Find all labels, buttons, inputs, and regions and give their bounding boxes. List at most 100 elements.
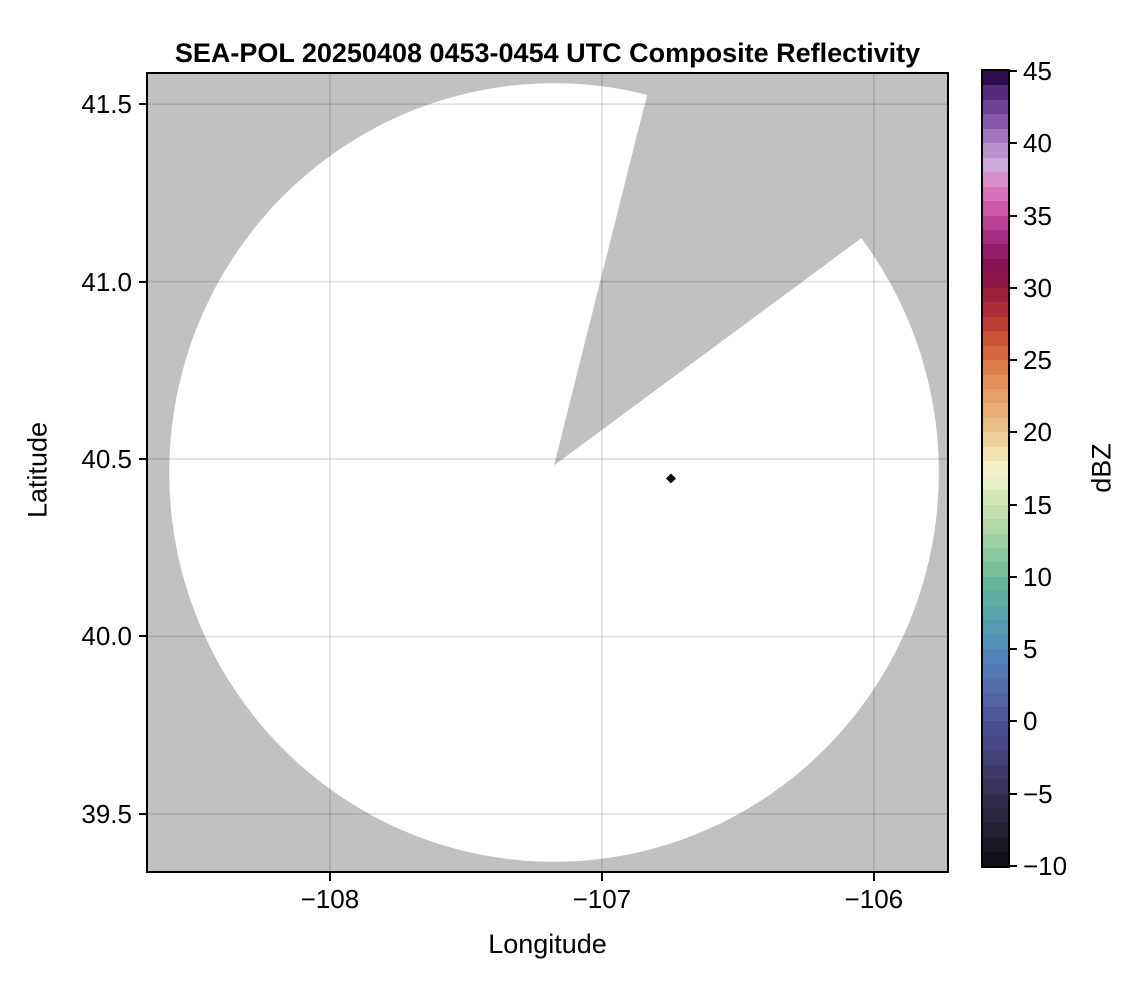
- colorbar-band: [983, 663, 1008, 679]
- colorbar-band: [983, 99, 1008, 115]
- colorbar-tick-label: 10: [1023, 561, 1052, 592]
- colorbar: [983, 71, 1008, 867]
- colorbar-tick-mark: [1009, 503, 1017, 506]
- colorbar-band: [983, 678, 1008, 694]
- colorbar-band: [983, 331, 1008, 347]
- y-tick-mark: [139, 280, 148, 283]
- colorbar-tick-mark: [1009, 792, 1017, 795]
- colorbar-band: [983, 779, 1008, 795]
- y-tick-mark: [139, 635, 148, 638]
- colorbar-band: [983, 519, 1008, 535]
- colorbar-band: [983, 576, 1008, 592]
- colorbar-tick-mark: [1009, 286, 1017, 289]
- colorbar-label: dBZ: [1086, 443, 1117, 493]
- colorbar-tick-label: 40: [1023, 128, 1052, 159]
- x-tick-label: −108: [300, 884, 360, 914]
- colorbar-band: [983, 389, 1008, 404]
- colorbar-band: [983, 345, 1008, 361]
- colorbar-band: [983, 287, 1008, 303]
- colorbar-band: [983, 750, 1008, 766]
- colorbar-band: [983, 143, 1008, 159]
- colorbar-band: [983, 707, 1008, 722]
- colorbar-band: [983, 721, 1008, 737]
- colorbar-band: [983, 649, 1008, 665]
- colorbar-tick-label: 20: [1023, 417, 1052, 448]
- colorbar-band: [983, 316, 1008, 332]
- y-tick-label: 41.5: [81, 89, 132, 120]
- colorbar-tick-label: −5: [1023, 778, 1053, 809]
- colorbar-band: [983, 446, 1008, 462]
- colorbar-band: [983, 71, 1008, 86]
- colorbar-band: [983, 591, 1008, 607]
- colorbar-tick-label: 30: [1023, 272, 1052, 303]
- radar-plot-canvas: [148, 74, 947, 871]
- y-tick-label: 40.5: [81, 444, 132, 474]
- gridlines: [148, 74, 947, 871]
- colorbar-band: [983, 230, 1008, 245]
- colorbar-band: [983, 808, 1008, 824]
- colorbar-tick-label: 15: [1023, 489, 1052, 520]
- colorbar-band: [983, 504, 1008, 520]
- colorbar-tick-mark: [1009, 648, 1017, 651]
- colorbar-band: [983, 793, 1008, 809]
- colorbar-tick-label: 0: [1023, 706, 1038, 737]
- colorbar-tick-mark: [1009, 865, 1017, 867]
- y-tick-mark: [139, 812, 148, 815]
- colorbar-tick-label: 35: [1023, 200, 1052, 231]
- colorbar-band: [983, 114, 1008, 130]
- colorbar-band: [983, 417, 1008, 433]
- colorbar-band: [983, 360, 1008, 376]
- x-tick-label: −107: [572, 884, 632, 914]
- colorbar-band: [983, 562, 1008, 578]
- plot-area: [148, 74, 947, 871]
- y-axis-label: Latitude: [22, 421, 53, 519]
- colorbar-band: [983, 128, 1008, 144]
- colorbar-tick-mark: [1009, 142, 1017, 145]
- colorbar-band: [983, 374, 1008, 390]
- colorbar-band: [983, 548, 1008, 563]
- colorbar-band: [983, 692, 1008, 708]
- x-tick-mark: [600, 873, 603, 881]
- y-tick-label: 40.0: [81, 621, 132, 652]
- colorbar-band: [983, 822, 1008, 838]
- colorbar-tick-mark: [1009, 720, 1017, 723]
- plot-title: SEA-POL 20250408 0453-0454 UTC Composite…: [174, 38, 921, 68]
- colorbar-band: [983, 186, 1008, 202]
- y-tick-label: 39.5: [81, 798, 132, 829]
- colorbar-band: [983, 172, 1008, 188]
- x-tick-mark: [872, 873, 875, 881]
- colorbar-band: [983, 461, 1008, 477]
- colorbar-tick-label: −10: [1023, 851, 1068, 881]
- y-tick-mark: [139, 458, 148, 460]
- x-tick-mark: [328, 873, 331, 881]
- colorbar-band: [983, 475, 1008, 491]
- colorbar-tick-label: 5: [1023, 634, 1038, 665]
- colorbar-band: [983, 634, 1008, 650]
- colorbar-band: [983, 201, 1008, 217]
- colorbar-tick-label: 25: [1023, 345, 1052, 376]
- y-tick-mark: [139, 103, 148, 106]
- colorbar-band: [983, 432, 1008, 448]
- colorbar-band: [983, 157, 1008, 173]
- blocked-sector-wedge: [554, 74, 947, 466]
- colorbar-band: [983, 605, 1008, 621]
- colorbar-tick-mark: [1009, 359, 1017, 362]
- colorbar-band: [983, 215, 1008, 231]
- colorbar-tick-mark: [1009, 214, 1017, 217]
- colorbar-tick-mark: [1009, 70, 1017, 72]
- colorbar-band: [983, 258, 1008, 274]
- colorbar-band: [983, 533, 1008, 549]
- colorbar-tick-mark: [1009, 575, 1017, 578]
- colorbar-tick-label: 45: [1023, 56, 1052, 86]
- y-tick-label: 41.0: [81, 266, 132, 297]
- colorbar-band: [983, 620, 1008, 636]
- colorbar-band: [983, 273, 1008, 289]
- colorbar-band: [983, 851, 1008, 867]
- colorbar-band: [983, 85, 1008, 101]
- radar-echo-point: [665, 473, 676, 484]
- x-axis-label: Longitude: [488, 929, 607, 959]
- colorbar-band: [983, 403, 1008, 419]
- colorbar-band: [983, 837, 1008, 853]
- colorbar-tick-mark: [1009, 431, 1017, 434]
